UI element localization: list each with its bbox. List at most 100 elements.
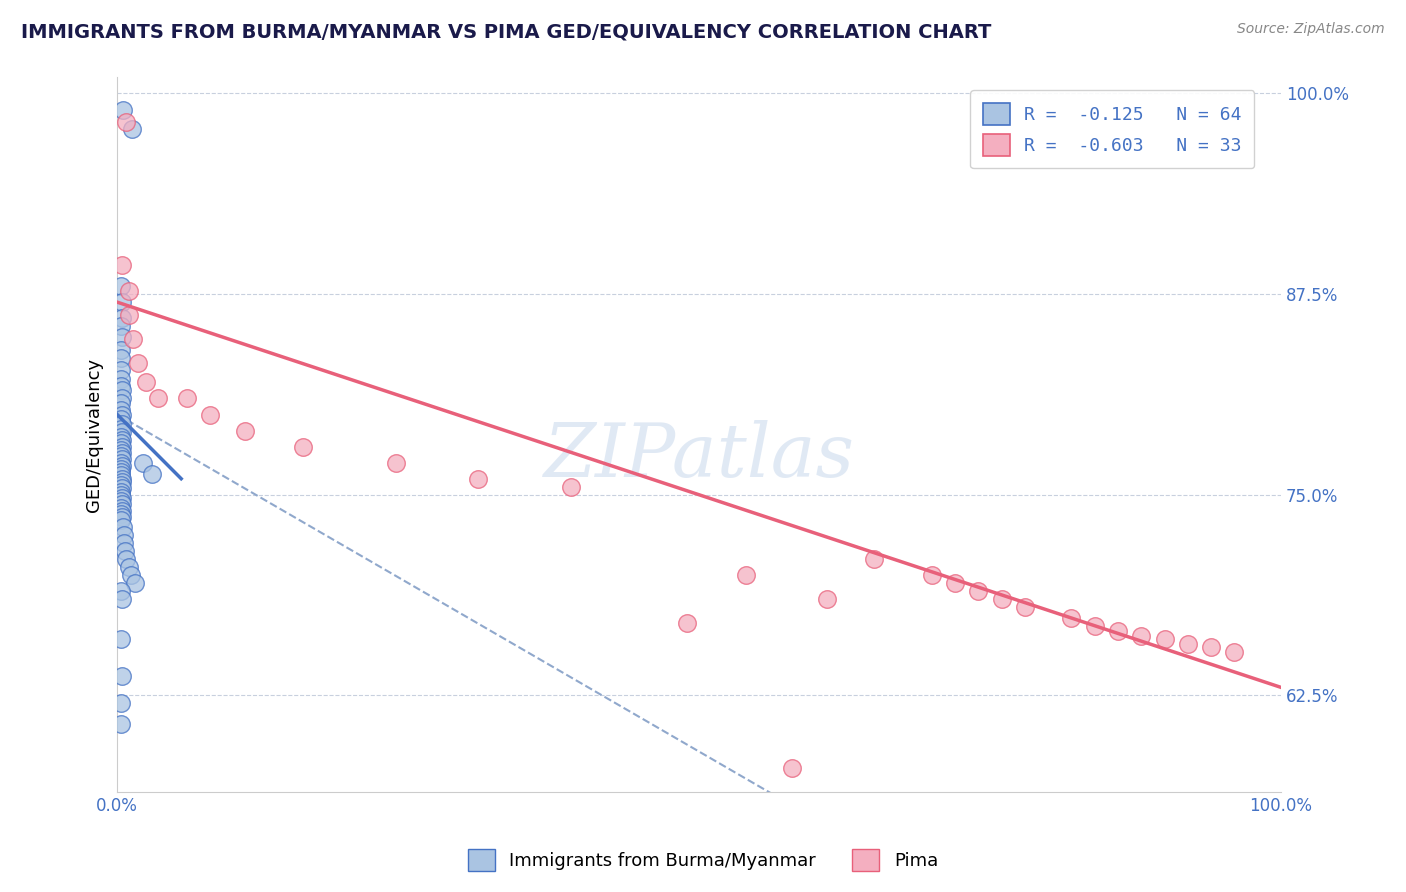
Point (111, 472, 134, 486)
Point (110, 478, 132, 492)
Legend: R =  -0.125   N = 64, R =  -0.603   N = 33: R = -0.125 N = 64, R = -0.603 N = 33 (970, 90, 1254, 169)
Point (110, 412, 132, 426)
Point (1153, 632, 1175, 647)
Point (118, 308, 141, 322)
Point (780, 761, 803, 775)
Point (110, 632, 132, 647)
Point (111, 103, 134, 117)
Point (110, 442, 132, 457)
Point (112, 528, 135, 542)
Point (120, 568, 142, 582)
Point (1199, 640, 1222, 655)
Point (135, 376, 157, 390)
Point (1223, 645, 1246, 659)
Point (560, 480, 582, 494)
Point (111, 408, 134, 422)
Point (110, 343, 132, 358)
Point (118, 560, 141, 574)
Point (110, 279, 132, 293)
Point (110, 500, 132, 515)
Point (110, 372, 132, 386)
Point (110, 717, 132, 731)
Point (115, 552, 138, 566)
Point (111, 592, 134, 607)
Point (111, 669, 134, 683)
Point (110, 422, 132, 436)
Point (111, 440, 134, 454)
Point (110, 488, 132, 502)
Point (967, 584, 990, 599)
Point (110, 494, 132, 508)
Point (921, 568, 943, 582)
Point (111, 392, 134, 406)
Point (176, 392, 198, 406)
Point (111, 520, 134, 534)
Point (862, 552, 884, 566)
Point (118, 284, 141, 298)
Point (110, 449, 132, 463)
Point (110, 456, 132, 470)
Point (110, 436, 132, 450)
Point (111, 433, 134, 447)
Point (233, 424, 256, 438)
Point (110, 362, 132, 376)
Legend: Immigrants from Burma/Myanmar, Pima: Immigrants from Burma/Myanmar, Pima (461, 842, 945, 879)
Point (110, 351, 132, 366)
Point (110, 484, 132, 499)
Point (122, 332, 145, 346)
Point (111, 510, 134, 524)
Text: IMMIGRANTS FROM BURMA/MYANMAR VS PIMA GED/EQUIVALENCY CORRELATION CHART: IMMIGRANTS FROM BURMA/MYANMAR VS PIMA GE… (21, 22, 991, 41)
Point (110, 697, 132, 711)
Point (110, 465, 132, 479)
Point (111, 425, 134, 439)
Point (1014, 600, 1036, 615)
Point (121, 121, 143, 136)
Point (1060, 611, 1083, 625)
Point (111, 311, 134, 326)
Point (110, 378, 132, 392)
Point (467, 472, 489, 486)
Point (132, 456, 155, 470)
Text: Source: ZipAtlas.com: Source: ZipAtlas.com (1237, 22, 1385, 37)
Point (1177, 637, 1199, 651)
Y-axis label: GED/Equivalency: GED/Equivalency (86, 358, 103, 512)
Point (111, 452, 134, 467)
Point (734, 568, 756, 582)
Point (124, 576, 146, 591)
Point (110, 513, 132, 527)
Point (111, 330, 134, 344)
Point (115, 115, 138, 129)
Point (111, 458, 134, 473)
Point (943, 576, 966, 591)
Point (200, 408, 222, 422)
Point (1084, 619, 1107, 633)
Point (111, 491, 134, 505)
Point (111, 504, 134, 518)
Point (110, 507, 132, 521)
Point (110, 402, 132, 417)
Point (111, 295, 134, 310)
Point (141, 467, 163, 481)
Point (111, 417, 134, 431)
Point (385, 456, 408, 470)
Point (110, 462, 132, 476)
Point (146, 392, 169, 406)
Point (110, 396, 132, 410)
Point (111, 384, 134, 398)
Point (110, 584, 132, 599)
Point (110, 430, 132, 444)
Point (676, 616, 699, 631)
Point (111, 258, 134, 272)
Point (111, 475, 134, 489)
Point (111, 497, 134, 511)
Point (112, 536, 135, 550)
Point (292, 440, 315, 454)
Point (110, 319, 132, 334)
Point (111, 481, 134, 495)
Point (815, 592, 838, 607)
Point (114, 544, 136, 558)
Point (110, 468, 132, 483)
Point (127, 356, 149, 370)
Point (990, 592, 1012, 607)
Point (1130, 629, 1153, 643)
